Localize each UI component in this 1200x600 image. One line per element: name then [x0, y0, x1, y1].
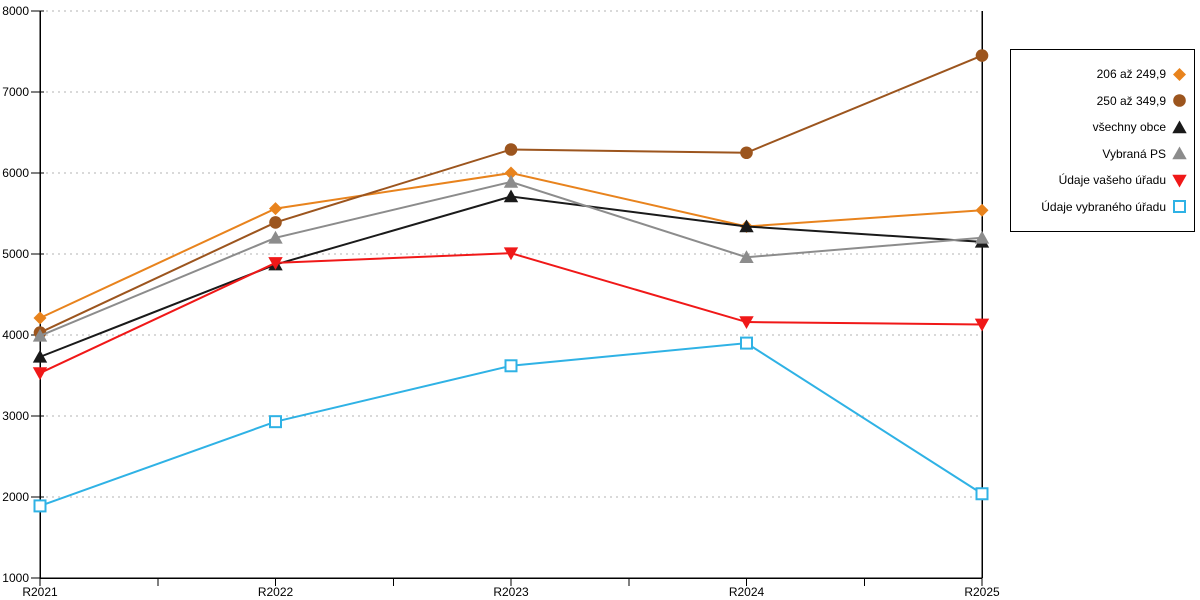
x-tick-label: R2024	[729, 585, 765, 599]
data-point-marker	[268, 230, 283, 244]
data-point-marker	[503, 174, 519, 188]
legend-item-label: Vybraná PS	[1102, 146, 1166, 161]
y-tick-label: 3000	[2, 409, 29, 423]
data-point-marker	[1173, 200, 1186, 214]
data-point-marker	[740, 146, 753, 160]
data-point-marker	[32, 349, 48, 363]
data-point-marker	[504, 166, 518, 180]
data-point-marker	[974, 318, 990, 332]
data-point-marker	[975, 203, 989, 217]
data-point-marker	[1172, 174, 1187, 188]
legend-triangle-up-icon	[1172, 146, 1187, 161]
legend-item: 250 až 349,9	[1011, 93, 1194, 108]
legend-square-open-icon	[1172, 199, 1187, 214]
data-point-marker	[975, 49, 989, 62]
x-tick-label: R2023	[493, 585, 529, 599]
data-point-marker	[504, 143, 518, 156]
x-tick-label: R2021	[22, 585, 58, 599]
legend-item-label: Údaje vašeho úřadu	[1058, 173, 1166, 188]
data-point-marker	[1172, 120, 1187, 133]
legend-circle-icon	[1172, 93, 1187, 108]
y-tick-label: 4000	[2, 328, 29, 342]
data-point-marker	[739, 250, 754, 264]
data-point-marker	[32, 367, 48, 381]
data-point-marker	[975, 487, 989, 501]
legend-item: 206 až 249,9	[1011, 67, 1194, 82]
y-tick-label: 8000	[2, 4, 29, 18]
y-tick-label: 5000	[2, 247, 29, 261]
x-tick-label: R2025	[964, 585, 1000, 599]
legend-item: všechny obce	[1011, 120, 1194, 135]
data-point-marker	[268, 257, 283, 270]
legend-item: Údaje vybraného úřadu	[1011, 199, 1194, 214]
series-4	[32, 247, 990, 381]
legend-diamond-icon	[1172, 67, 1187, 82]
legend-triangle-up-icon	[1172, 120, 1187, 135]
data-point-marker	[504, 359, 518, 373]
series-line	[39, 252, 983, 374]
series-2	[32, 189, 990, 363]
legend-item-label: 206 až 249,9	[1096, 67, 1166, 82]
series-1	[33, 49, 989, 339]
data-point-marker	[269, 216, 282, 229]
data-point-marker	[32, 328, 48, 342]
data-point-marker	[33, 311, 47, 325]
legend-item: Vybraná PS	[1011, 146, 1194, 161]
legend-triangle-down-icon	[1172, 173, 1187, 188]
data-point-marker	[269, 415, 282, 429]
y-tick-label: 1000	[2, 571, 29, 585]
y-tick-label: 7000	[2, 85, 29, 99]
data-point-marker	[503, 189, 519, 203]
legend-item: Údaje vašeho úřadu	[1011, 173, 1194, 188]
legend-item-label: všechny obce	[1092, 120, 1166, 135]
y-tick-label: 2000	[2, 490, 29, 504]
data-point-marker	[1173, 67, 1186, 81]
series-0	[33, 166, 989, 325]
series-3	[32, 174, 990, 342]
data-point-marker	[503, 247, 519, 261]
legend: 206 až 249,9 250 až 349,9 všechny obce Vybr…	[1010, 49, 1195, 232]
x-tick-label: R2022	[258, 585, 294, 599]
data-point-marker	[33, 499, 47, 513]
series-5	[33, 336, 989, 513]
data-point-marker	[1172, 146, 1187, 160]
data-point-marker	[740, 336, 753, 350]
y-tick-label: 6000	[2, 166, 29, 180]
data-point-marker	[739, 316, 754, 330]
legend-item-label: 250 až 349,9	[1096, 93, 1166, 108]
data-point-marker	[974, 230, 990, 244]
data-point-marker	[269, 202, 282, 216]
data-point-marker	[1173, 94, 1186, 107]
data-point-marker	[739, 219, 754, 233]
legend-item-label: Údaje vybraného úřadu	[1041, 199, 1166, 214]
